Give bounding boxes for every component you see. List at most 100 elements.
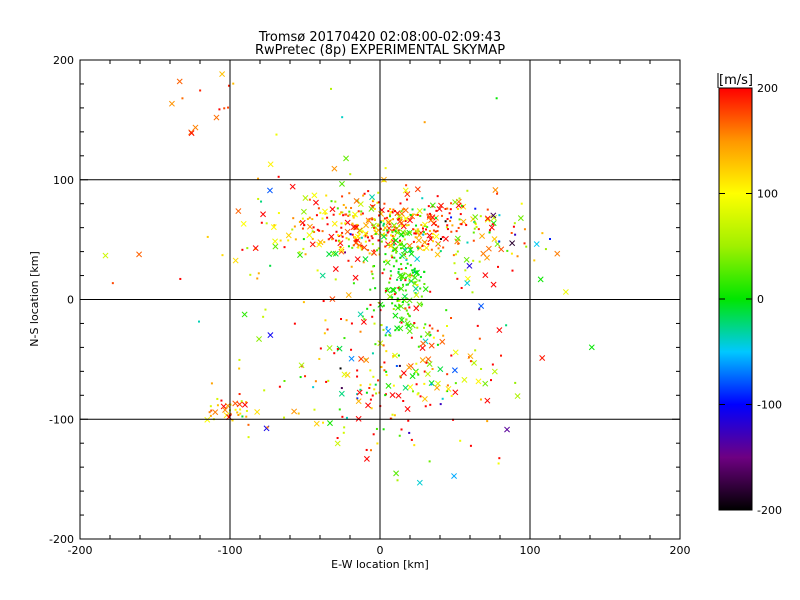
data-point [446,224,449,227]
data-point [446,373,449,376]
data-point [368,386,371,389]
y-tick-label: 200 [53,54,74,67]
data-point [345,416,348,419]
data-point [383,369,386,372]
data-point [452,349,459,356]
data-point [391,296,394,299]
data-point [382,222,385,225]
data-point [237,413,240,416]
data-point [446,207,449,210]
data-point [297,252,303,258]
data-point [347,245,350,248]
data-point [220,403,227,410]
data-point [428,342,435,349]
data-point [309,241,316,248]
data-point [404,320,411,327]
data-point [406,312,409,315]
data-point [384,289,387,292]
data-point [400,277,403,280]
data-point [396,213,403,220]
data-point [428,217,434,224]
data-point [425,361,428,364]
data-point [369,383,372,386]
data-point [377,379,380,382]
data-point [371,273,374,276]
axes: -200-200 -100 -100 0 0 100 100 200 200 [49,54,690,557]
data-point [411,213,414,216]
data-point [232,82,235,85]
data-point [371,204,374,207]
data-point [227,106,230,109]
data-point [371,223,374,226]
data-point [352,282,355,285]
data-point [509,240,516,247]
data-point [316,269,319,272]
data-point [389,207,392,210]
data-point [363,318,366,321]
data-point [387,230,390,233]
data-point [313,231,316,234]
data-point [365,448,368,451]
data-point [409,213,412,216]
data-point [473,227,476,230]
data-point [450,216,453,219]
data-point [436,343,439,346]
data-point [504,426,510,433]
data-point [413,292,420,298]
data-point [377,201,380,204]
data-point [463,256,470,263]
data-point [385,374,388,377]
data-point [414,186,421,193]
data-point [421,227,424,230]
data-point [370,270,373,273]
data-point [357,201,364,208]
data-point [480,250,487,257]
data-point [398,285,405,292]
data-point [338,240,341,243]
scatter-points [102,71,595,486]
data-point [241,311,248,318]
data-point [392,228,395,231]
data-point [340,226,343,229]
data-point [345,292,352,298]
data-point [351,222,354,225]
data-point [422,231,425,234]
data-point [383,260,386,263]
data-point [450,202,453,205]
data-point [466,262,473,269]
data-point [260,200,263,203]
data-point [262,315,265,318]
data-point [351,246,354,249]
data-point [223,107,226,110]
data-point [437,366,444,373]
data-point [414,292,417,295]
data-point [345,237,348,240]
data-point [208,411,211,414]
data-point [417,345,420,348]
data-point [533,259,536,262]
data-point [347,238,350,241]
data-point [363,357,370,364]
data-point [332,250,339,257]
data-point [399,202,402,205]
data-point [442,246,445,249]
data-point [384,287,391,294]
data-point [389,417,392,420]
data-point [350,348,353,351]
data-point [394,304,397,307]
data-point [398,224,401,227]
data-point [434,217,437,220]
data-point [254,408,261,415]
data-point [327,420,333,427]
data-point [453,262,456,265]
data-point [388,223,391,226]
data-point [460,286,463,289]
data-point [267,332,274,339]
data-point [408,431,411,434]
data-point [366,219,369,222]
data-point [394,325,401,332]
data-point [275,133,278,136]
data-point [401,224,404,227]
data-point [389,240,392,243]
data-point [213,114,220,121]
